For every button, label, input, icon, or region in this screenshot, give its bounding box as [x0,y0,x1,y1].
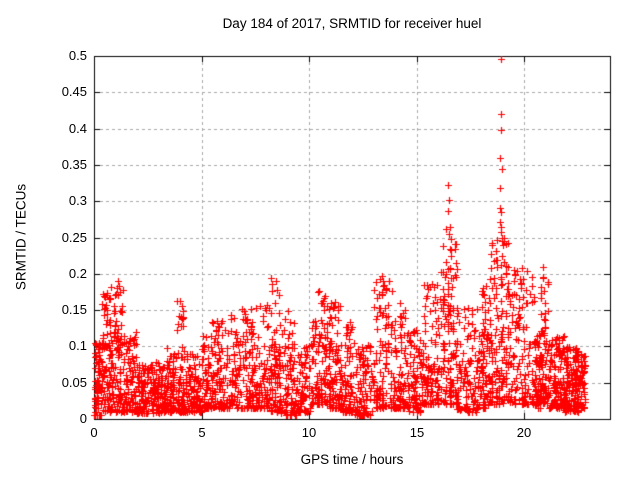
y-tick-label: 0.3 [68,193,87,208]
y-tick-label: 0 [79,411,87,426]
y-tick-label: 0.45 [61,84,87,99]
y-tick-label: 0.4 [68,121,87,136]
x-axis-label: GPS time / hours [300,452,404,467]
y-tick-label: 0.2 [68,266,87,281]
x-tick-label: 10 [301,425,317,440]
chart-title: Day 184 of 2017, SRMTID for receiver hue… [222,16,482,31]
y-tick-label: 0.5 [68,48,87,63]
x-tick-label: 5 [198,425,206,440]
x-tick-label: 15 [409,425,425,440]
y-tick-label: 0.1 [68,338,87,353]
x-tick-label: 20 [516,425,532,440]
x-tick-label: 0 [90,425,98,440]
y-tick-label: 0.15 [61,302,87,317]
y-tick-label: 0.35 [61,157,87,172]
y-tick-label: 0.25 [61,230,87,245]
y-tick-label: 0.05 [61,375,87,390]
